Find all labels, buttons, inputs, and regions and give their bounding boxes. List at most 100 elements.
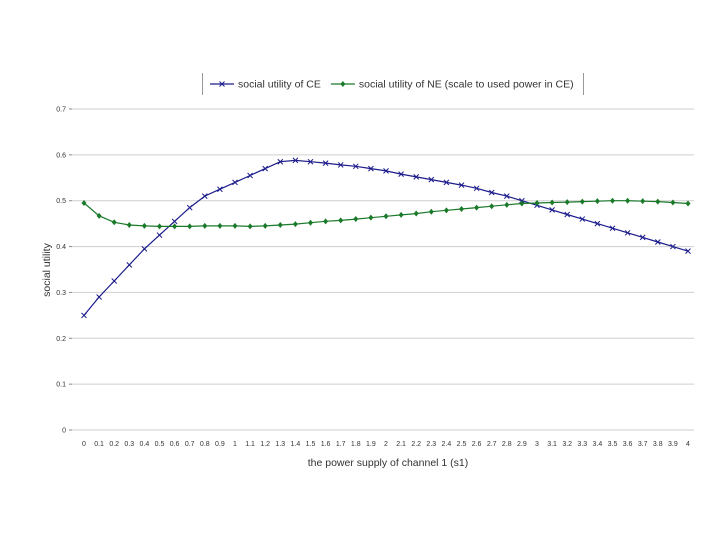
data-point-diamond [428, 208, 434, 215]
data-point-x [171, 218, 178, 225]
series-2 [81, 197, 691, 230]
legend-item-2: social utility of NE (scale to used powe… [330, 79, 574, 91]
data-point-diamond [594, 198, 600, 205]
x-tick-label: 1.9 [366, 441, 376, 448]
x-tick-label: 2.4 [442, 441, 452, 448]
x-tick-label: 3.4 [593, 441, 603, 448]
x-tick-label: 1.1 [245, 441, 255, 448]
y-axis-ticks: 0 0.1 0.2 0.3 0.4 0.5 0.6 0.7 [56, 107, 66, 435]
x-tick-label: 2.7 [487, 441, 497, 448]
data-point-diamond [141, 222, 147, 229]
x-tick-label: 2.5 [457, 441, 467, 448]
x-tick-label: 4 [686, 441, 690, 448]
data-point-x [292, 157, 299, 164]
data-point-x [594, 220, 601, 227]
x-tick-label: 0.5 [155, 441, 165, 448]
data-point-x [428, 176, 435, 183]
x-tick-label: 2.2 [411, 441, 421, 448]
series-1 [81, 157, 691, 319]
x-tick-label: 0.6 [170, 441, 180, 448]
data-point-diamond [459, 205, 464, 212]
x-tick-label: 3.5 [608, 441, 618, 448]
data-point-diamond [172, 223, 178, 230]
x-tick-label: 0.9 [215, 441, 225, 448]
x-tick-label: 3.3 [577, 441, 587, 448]
data-point-x [141, 246, 148, 252]
data-point-x [564, 211, 571, 218]
data-point-diamond [413, 210, 419, 217]
data-point-diamond [81, 200, 87, 207]
data-point-x [609, 225, 616, 232]
data-point-diamond [579, 198, 585, 205]
data-point-diamond [126, 222, 132, 229]
data-point-diamond [564, 199, 570, 206]
data-point-diamond [534, 200, 540, 207]
x-tick-label: 2.6 [472, 441, 482, 448]
x-tick-label: 3.6 [623, 441, 633, 448]
y-tick-label: 0 [62, 428, 66, 435]
data-point-x [579, 216, 586, 222]
x-tick-label: 3 [535, 441, 539, 448]
legend: social utility of CE social utility of NE… [210, 79, 574, 91]
x-tick-label: 1.7 [336, 441, 346, 448]
data-point-diamond [368, 214, 374, 221]
data-point-x [96, 294, 102, 300]
data-point-x [81, 312, 87, 319]
data-point-x [277, 158, 284, 165]
data-point-diamond [353, 216, 359, 223]
data-point-diamond [610, 197, 615, 204]
gridlines [69, 108, 694, 431]
x-tick-label: 0 [82, 441, 86, 448]
y-tick-label: 0.5 [56, 198, 66, 205]
data-point-diamond [187, 223, 193, 230]
data-point-x [186, 204, 193, 211]
y-tick-label: 0.7 [56, 107, 66, 114]
x-tick-label: 3.8 [653, 441, 663, 448]
data-point-x [247, 172, 253, 179]
data-point-diamond [262, 222, 268, 229]
data-point-x [337, 162, 344, 168]
x-tick-label: 0.4 [140, 441, 150, 448]
y-tick-label: 0.4 [56, 244, 66, 251]
x-tick-label: 3.1 [547, 441, 557, 448]
data-point-x [458, 182, 465, 188]
x-tick-label: 3.2 [562, 441, 572, 448]
x-tick-label: 1.4 [291, 441, 301, 448]
x-tick-label: 1.5 [306, 441, 316, 448]
x-tick-label: 1.8 [351, 441, 361, 448]
legend-label: social utility of NE (scale to used powe… [359, 79, 574, 91]
data-point-diamond [232, 222, 238, 229]
data-point-diamond [640, 198, 646, 205]
data-point-diamond [292, 221, 298, 228]
x-tick-label: 2.1 [396, 441, 406, 448]
data-point-diamond [625, 197, 631, 204]
x-tick-label: 2.8 [502, 441, 512, 448]
data-point-x [488, 189, 495, 196]
data-point-x [549, 207, 555, 213]
data-point-x [443, 179, 450, 186]
data-point-diamond [383, 213, 389, 220]
legend-frame [202, 73, 584, 95]
x-tick-label: 0.1 [94, 441, 104, 448]
data-point-x [201, 193, 208, 199]
x-tick-label: 2.9 [517, 441, 527, 448]
x-axis-title: the power supply of channel 1 (s1) [308, 457, 469, 469]
data-point-x [473, 185, 480, 192]
data-point-diamond [549, 199, 555, 206]
x-tick-label: 1.2 [260, 441, 270, 448]
data-point-x [383, 168, 389, 174]
data-point-x [639, 234, 646, 241]
data-point-diamond [323, 218, 329, 225]
data-point-diamond [474, 204, 480, 211]
x-tick-label: 0.3 [124, 441, 134, 448]
data-point-diamond [443, 207, 449, 214]
x-tick-label: 1.3 [275, 441, 285, 448]
y-tick-label: 0.1 [56, 382, 66, 389]
x-tick-label: 2.3 [426, 441, 436, 448]
x-axis-ticks: 0 0.1 0.2 0.3 0.4 0.5 0.6 0.7 0.8 0.9 1 1.1 1.2 1.3 1.… [82, 441, 690, 448]
x-tick-label: 0.2 [109, 441, 119, 448]
y-tick-label: 0.6 [56, 152, 66, 159]
data-point-diamond [685, 200, 691, 207]
data-point-diamond [96, 212, 102, 219]
data-point-diamond [277, 222, 283, 229]
